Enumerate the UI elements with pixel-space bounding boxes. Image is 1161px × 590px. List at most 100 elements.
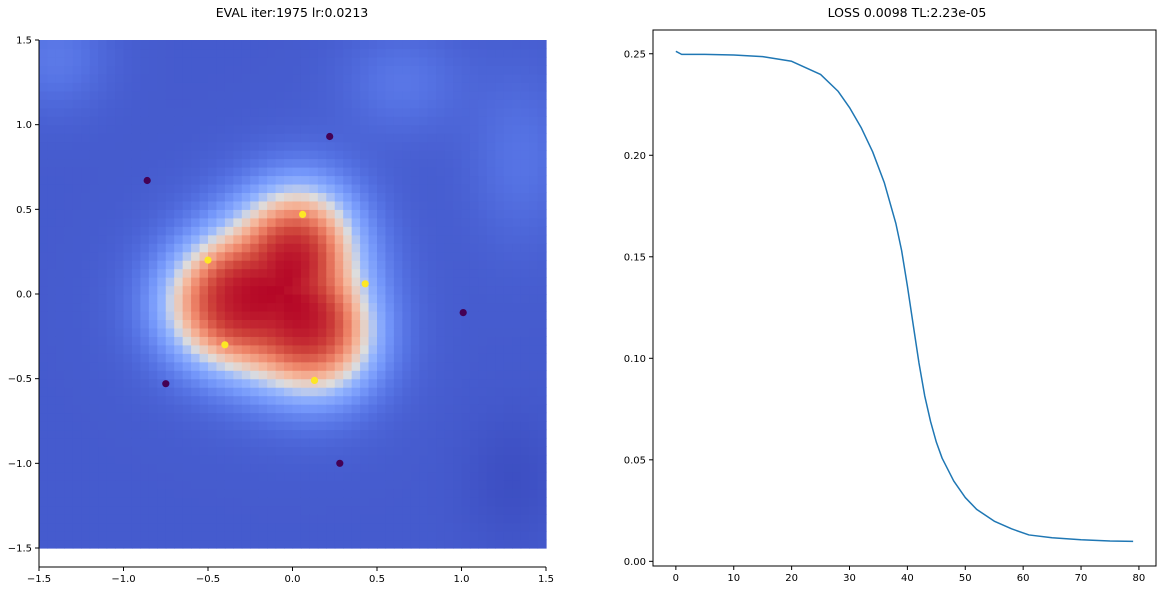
heatmap-cell — [377, 243, 387, 253]
heatmap-cell — [148, 522, 158, 532]
heatmap-cell — [436, 82, 446, 92]
heatmap-cell — [520, 497, 530, 507]
heatmap-cell — [512, 65, 522, 75]
heatmap-cell — [393, 73, 403, 83]
heatmap-cell — [495, 285, 505, 295]
heatmap-cell — [47, 429, 57, 439]
heatmap-cell — [486, 463, 496, 473]
heatmap-cell — [520, 141, 530, 151]
heatmap-cell — [115, 480, 125, 490]
heatmap-cell — [174, 277, 184, 287]
heatmap-cell — [216, 412, 226, 422]
heatmap-cell — [224, 522, 234, 532]
heatmap-cell — [174, 505, 184, 515]
heatmap-cell — [182, 294, 192, 304]
heatmap-cell — [165, 421, 175, 431]
heatmap-cell — [300, 353, 310, 363]
heatmap-cell — [241, 226, 251, 236]
heatmap-cell — [334, 116, 344, 126]
heatmap-cell — [191, 268, 201, 278]
heatmap-cell — [241, 531, 251, 541]
heatmap-cell — [165, 150, 175, 160]
heatmap-cell — [81, 361, 91, 371]
heatmap-cell — [427, 90, 437, 100]
heatmap-cell — [275, 497, 285, 507]
heatmap-cell — [469, 378, 479, 388]
heatmap-cell — [377, 404, 387, 414]
heatmap-cell — [267, 429, 277, 439]
heatmap-cell — [529, 497, 539, 507]
heatmap-cell — [140, 361, 150, 371]
heatmap-cell — [520, 124, 530, 134]
heatmap-cell — [537, 361, 547, 371]
heatmap-cell — [469, 40, 479, 50]
heatmap-cell — [123, 243, 133, 253]
heatmap-cell — [368, 310, 378, 320]
heatmap-cell — [478, 327, 488, 337]
heatmap-cell — [419, 40, 429, 50]
heatmap-cell — [267, 40, 277, 50]
heatmap-cell — [47, 260, 57, 270]
heatmap-cell — [326, 395, 336, 405]
heatmap-cell — [157, 40, 167, 50]
heatmap-cell — [47, 40, 57, 50]
heatmap-cell — [115, 40, 125, 50]
heatmap-cell — [478, 217, 488, 227]
heatmap-cell — [469, 454, 479, 464]
heatmap-cell — [317, 277, 327, 287]
heatmap-cell — [368, 319, 378, 329]
heatmap-cell — [275, 277, 285, 287]
heatmap-cell — [343, 133, 353, 143]
heatmap-cell — [72, 48, 82, 58]
heatmap-cell — [165, 167, 175, 177]
heatmap-cell — [512, 133, 522, 143]
heatmap-cell — [343, 251, 353, 261]
heatmap-cell — [174, 167, 184, 177]
heatmap-cell — [275, 336, 285, 346]
heatmap-cell — [157, 243, 167, 253]
heatmap-cell — [165, 514, 175, 524]
heatmap-cell — [292, 73, 302, 83]
heatmap-cell — [436, 243, 446, 253]
heatmap-cell — [165, 158, 175, 168]
heatmap-cell — [427, 395, 437, 405]
heatmap-cell — [495, 251, 505, 261]
heatmap-cell — [208, 277, 218, 287]
heatmap-cell — [191, 234, 201, 244]
heatmap-cell — [360, 463, 370, 473]
heatmap-cell — [444, 514, 454, 524]
heatmap-cell — [39, 310, 49, 320]
heatmap-cell — [343, 116, 353, 126]
heatmap-cell — [317, 56, 327, 66]
heatmap-cell — [106, 56, 116, 66]
heatmap-cell — [478, 141, 488, 151]
heatmap-cell — [55, 260, 65, 270]
heatmap-cell — [233, 90, 243, 100]
heatmap-cell — [503, 344, 513, 354]
heatmap-cell — [461, 48, 471, 58]
heatmap-cell — [410, 488, 420, 498]
heatmap-cell — [520, 395, 530, 405]
heatmap-cell — [148, 327, 158, 337]
heatmap-cell — [503, 404, 513, 414]
heatmap-cell — [131, 353, 141, 363]
heatmap-cell — [241, 505, 251, 515]
heatmap-cell — [478, 277, 488, 287]
heatmap-cell — [461, 361, 471, 371]
heatmap-cell — [258, 514, 268, 524]
heatmap-cell — [224, 167, 234, 177]
heatmap-cell — [393, 124, 403, 134]
heatmap-cell — [233, 336, 243, 346]
heatmap-cell — [393, 167, 403, 177]
heatmap-cell — [410, 167, 420, 177]
heatmap-cell — [368, 531, 378, 541]
heatmap-cell — [444, 454, 454, 464]
heatmap-cell — [267, 361, 277, 371]
eval-axes: −1.5−1.5−1.0−1.0−0.5−0.50.00.00.50.51.01… — [8, 36, 554, 586]
heatmap-cell — [537, 454, 547, 464]
heatmap-cell — [123, 395, 133, 405]
heatmap-cell — [343, 285, 353, 295]
heatmap-cell — [453, 192, 463, 202]
heatmap-cell — [444, 200, 454, 210]
heatmap-cell — [64, 285, 74, 295]
